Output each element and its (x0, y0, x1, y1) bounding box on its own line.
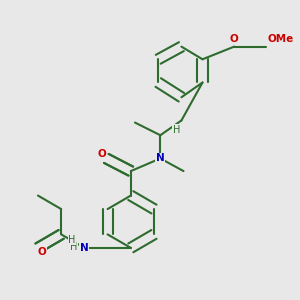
Text: N: N (156, 153, 165, 164)
Text: H: H (70, 242, 77, 252)
Text: O: O (98, 149, 106, 159)
Text: H: H (173, 125, 180, 135)
Text: O: O (38, 247, 46, 257)
Text: O: O (230, 34, 239, 44)
Text: N: N (80, 243, 89, 253)
Text: H: H (68, 235, 75, 244)
Text: OMe: OMe (268, 34, 294, 44)
